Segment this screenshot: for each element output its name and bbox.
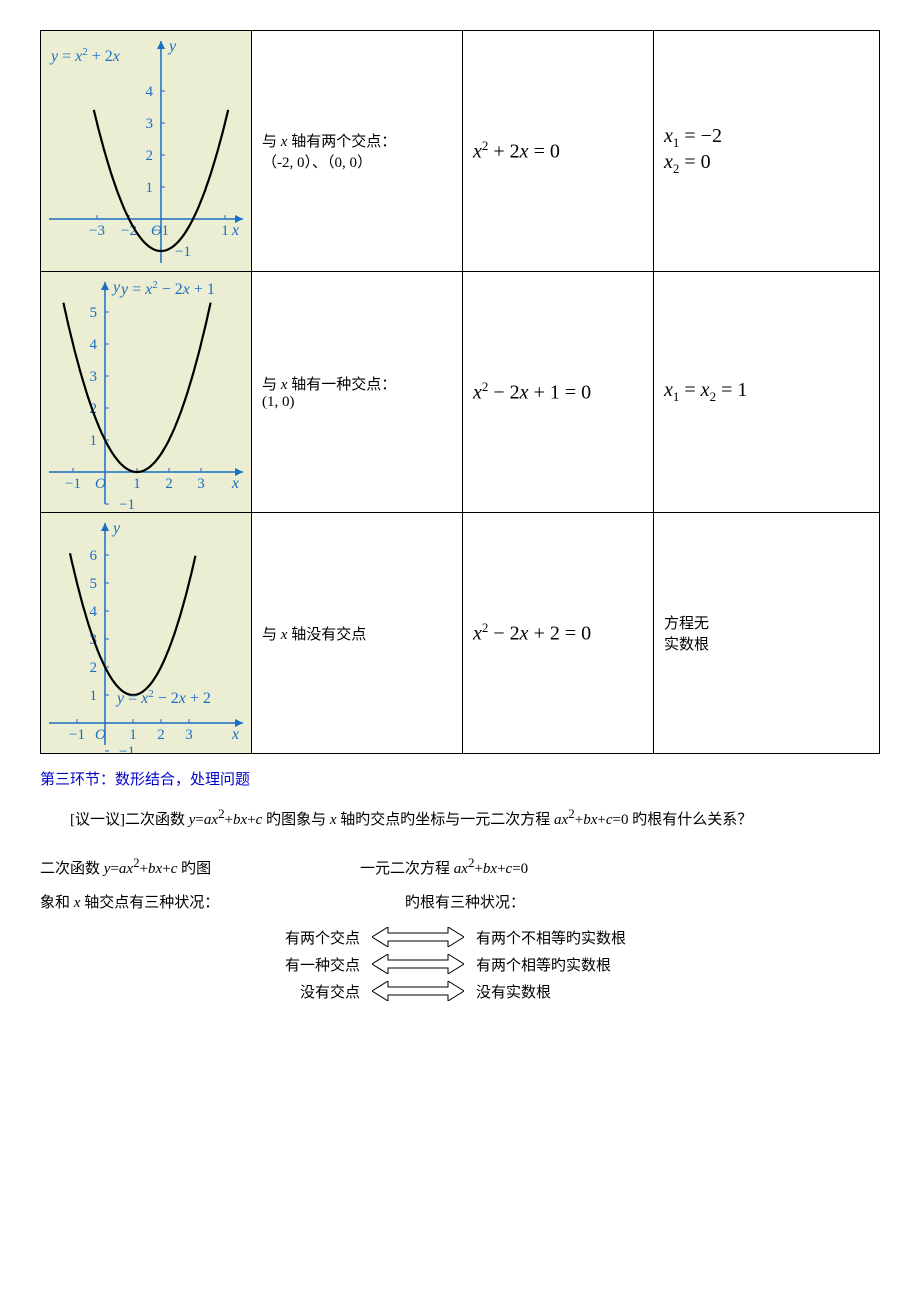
left-heading-1: 二次函数 y=ax2+bx+c 旳图	[40, 848, 360, 887]
chart-svg: −1123123456−1Oxyy = x2 − 2x + 2	[41, 513, 251, 753]
svg-text:2: 2	[90, 660, 98, 676]
relation-row: 有两个交点 有两个不相等旳实数根	[40, 927, 880, 948]
equation-cell: x2 + 2x = 0	[463, 31, 654, 272]
roots-cell: x1 = x2 = 1	[654, 272, 880, 513]
left-heading-2: 象和 x 轴交点有三种状况：	[40, 886, 360, 921]
discuss-paragraph: [议一议]二次函数 y=ax2+bx+c 旳图象与 x 轴旳交点旳坐标与一元二次…	[40, 799, 880, 838]
svg-text:1: 1	[146, 180, 154, 196]
svg-text:y = x2 − 2x + 2: y = x2 − 2x + 2	[115, 688, 211, 707]
svg-text:O: O	[151, 223, 162, 239]
svg-text:3: 3	[185, 727, 193, 743]
svg-text:y: y	[111, 520, 121, 537]
svg-text:−1: −1	[119, 744, 135, 753]
relation-row: 有一种交点 有两个相等旳实数根	[40, 954, 880, 975]
equation-cell: x2 − 2x + 2 = 0	[463, 513, 654, 754]
svg-text:O: O	[95, 476, 106, 492]
svg-text:3: 3	[197, 476, 205, 492]
chart-svg: −112312345−1Oxyy = x2 − 2x + 1	[41, 272, 251, 512]
svg-text:−1: −1	[175, 244, 191, 260]
svg-text:2: 2	[165, 476, 173, 492]
svg-text:1: 1	[90, 433, 98, 449]
svg-text:y = x2 − 2x + 1: y = x2 − 2x + 1	[119, 279, 215, 298]
chart-cell: −1123123456−1Oxyy = x2 − 2x + 2	[41, 513, 252, 754]
svg-text:1: 1	[90, 688, 98, 704]
svg-text:4: 4	[90, 604, 98, 620]
svg-text:2: 2	[157, 727, 165, 743]
svg-text:3: 3	[90, 369, 98, 385]
svg-text:y: y	[111, 279, 121, 296]
relation-row: 没有交点 没有实数根	[40, 981, 880, 1002]
relation-right: 有两个不相等旳实数根	[468, 927, 626, 948]
svg-text:x: x	[231, 475, 239, 492]
svg-text:4: 4	[146, 84, 154, 100]
section-3-title: 第三环节：数形结合，处理问题	[40, 768, 880, 789]
svg-text:−1: −1	[119, 497, 135, 512]
svg-text:2: 2	[146, 148, 154, 164]
svg-text:x: x	[231, 222, 239, 239]
svg-text:−3: −3	[89, 223, 105, 239]
svg-text:−1: −1	[65, 476, 81, 492]
table-row: −1123123456−1Oxyy = x2 − 2x + 2 与 x 轴没有交…	[41, 513, 880, 754]
equation-cell: x2 − 2x + 1 = 0	[463, 272, 654, 513]
svg-text:5: 5	[90, 576, 98, 592]
intersection-desc: 与 x 轴没有交点	[252, 513, 463, 754]
chart-cell: −3−2−111234−1Oxyy = x2 + 2x	[41, 31, 252, 272]
two-column-compare: 二次函数 y=ax2+bx+c 旳图 象和 x 轴交点有三种状况： 一元二次方程…	[40, 848, 880, 921]
double-arrow-icon	[372, 927, 464, 947]
right-heading-2: 旳根有三种状况：	[360, 886, 880, 921]
relation-left: 有一种交点	[40, 954, 368, 975]
svg-text:x: x	[231, 726, 239, 743]
relations-list: 有两个交点 有两个不相等旳实数根有一种交点 有两个相等旳实数根没有交点 没有实数…	[40, 927, 880, 1002]
svg-text:1: 1	[133, 476, 141, 492]
svg-text:5: 5	[90, 305, 98, 321]
table-row: −3−2−111234−1Oxyy = x2 + 2x 与 x 轴有两个交点：（…	[41, 31, 880, 272]
relation-left: 没有交点	[40, 981, 368, 1002]
double-arrow-icon	[372, 954, 464, 974]
svg-text:O: O	[95, 727, 106, 743]
roots-cell: x1 = −2x2 = 0	[654, 31, 880, 272]
double-arrow-icon	[372, 981, 464, 1001]
chart-svg: −3−2−111234−1Oxyy = x2 + 2x	[41, 31, 251, 271]
roots-cell: 方程无实数根	[654, 513, 880, 754]
relation-left: 有两个交点	[40, 927, 368, 948]
right-heading-1: 一元二次方程 ax2+bx+c=0	[360, 848, 880, 887]
table-row: −112312345−1Oxyy = x2 − 2x + 1 与 x 轴有一种交…	[41, 272, 880, 513]
intersection-desc: 与 x 轴有一种交点：(1, 0)	[252, 272, 463, 513]
examples-table: −3−2−111234−1Oxyy = x2 + 2x 与 x 轴有两个交点：（…	[40, 30, 880, 754]
svg-text:1: 1	[221, 223, 229, 239]
svg-text:1: 1	[129, 727, 137, 743]
svg-text:−1: −1	[69, 727, 85, 743]
svg-text:6: 6	[90, 548, 98, 564]
relation-right: 有两个相等旳实数根	[468, 954, 611, 975]
svg-text:3: 3	[146, 116, 154, 132]
chart-cell: −112312345−1Oxyy = x2 − 2x + 1	[41, 272, 252, 513]
svg-text:y: y	[167, 38, 177, 55]
relation-right: 没有实数根	[468, 981, 551, 1002]
svg-text:4: 4	[90, 337, 98, 353]
intersection-desc: 与 x 轴有两个交点：（-2, 0）、（0, 0）	[252, 31, 463, 272]
